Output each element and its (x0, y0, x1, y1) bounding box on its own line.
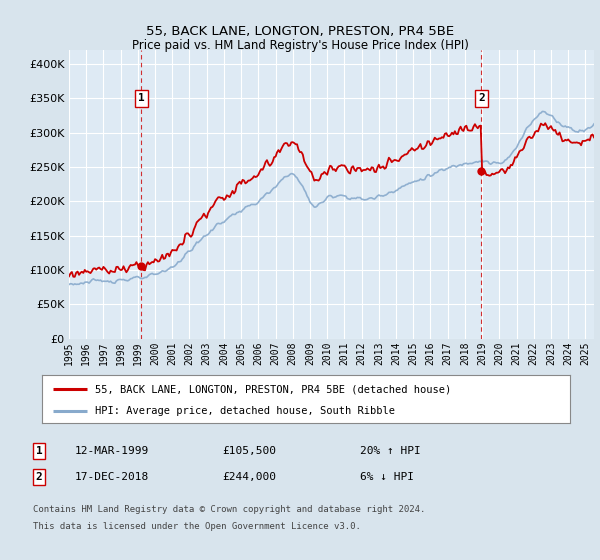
Text: 1: 1 (138, 94, 145, 104)
Text: 12-MAR-1999: 12-MAR-1999 (75, 446, 149, 456)
Text: 1: 1 (35, 446, 43, 456)
Text: 2: 2 (478, 94, 485, 104)
Text: Price paid vs. HM Land Registry's House Price Index (HPI): Price paid vs. HM Land Registry's House … (131, 39, 469, 52)
Text: HPI: Average price, detached house, South Ribble: HPI: Average price, detached house, Sout… (95, 406, 395, 416)
Text: 2: 2 (35, 472, 43, 482)
Text: 20% ↑ HPI: 20% ↑ HPI (360, 446, 421, 456)
Text: 55, BACK LANE, LONGTON, PRESTON, PR4 5BE: 55, BACK LANE, LONGTON, PRESTON, PR4 5BE (146, 25, 454, 38)
Text: 17-DEC-2018: 17-DEC-2018 (75, 472, 149, 482)
Text: This data is licensed under the Open Government Licence v3.0.: This data is licensed under the Open Gov… (33, 522, 361, 531)
Text: £105,500: £105,500 (222, 446, 276, 456)
Text: £244,000: £244,000 (222, 472, 276, 482)
Text: 55, BACK LANE, LONGTON, PRESTON, PR4 5BE (detached house): 55, BACK LANE, LONGTON, PRESTON, PR4 5BE… (95, 385, 451, 394)
Text: 6% ↓ HPI: 6% ↓ HPI (360, 472, 414, 482)
Text: Contains HM Land Registry data © Crown copyright and database right 2024.: Contains HM Land Registry data © Crown c… (33, 505, 425, 514)
